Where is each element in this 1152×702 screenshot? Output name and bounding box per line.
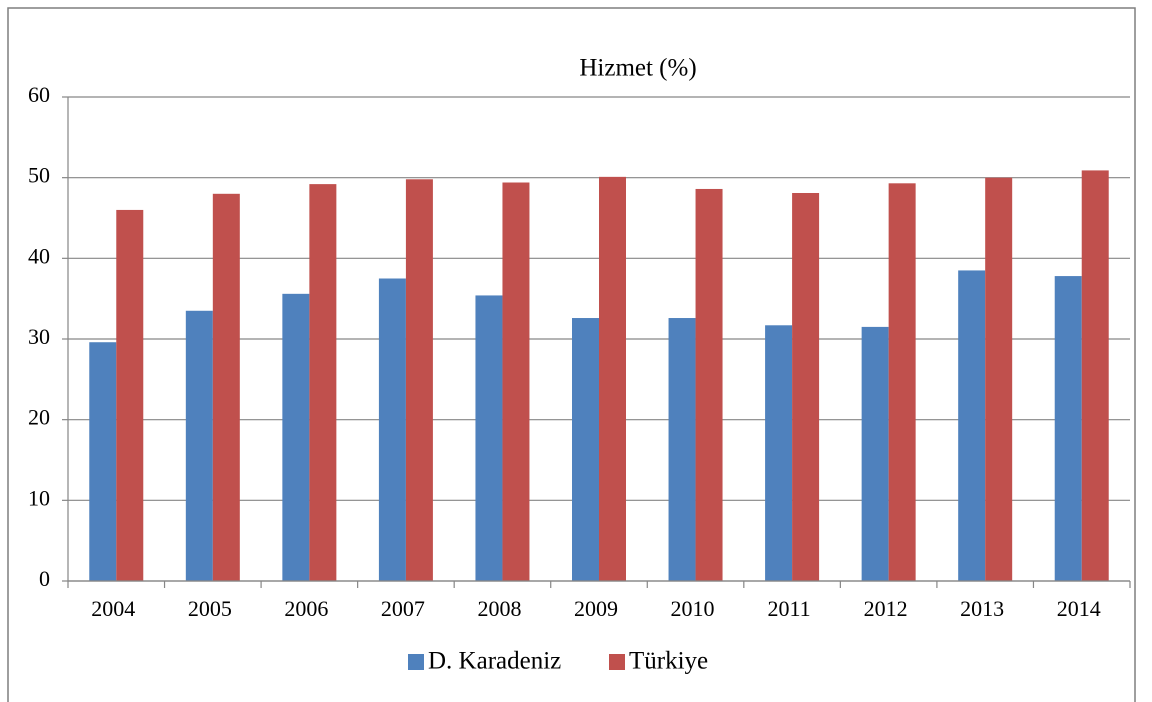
bar [89,342,117,581]
bar [985,177,1013,581]
y-tick-label: 40 [28,243,50,268]
x-tick-label: 2010 [671,596,715,621]
y-tick-label: 30 [28,324,50,349]
bar [116,209,144,581]
bar [405,179,433,581]
y-tick-label: 50 [28,163,50,188]
x-tick-label: 2005 [188,596,232,621]
chart-title: Hizmet (%) [579,55,696,82]
x-tick-label: 2004 [91,596,135,621]
x-tick-label: 2008 [477,596,521,621]
x-tick-label: 2009 [574,596,618,621]
x-tick-label: 2007 [381,596,425,621]
bar [212,193,240,582]
bar [792,192,820,581]
x-tick-label: 2012 [864,596,908,621]
bar [282,293,310,581]
bar [599,176,626,582]
bar [502,182,530,582]
bar [958,270,986,581]
bar [668,318,696,581]
bar [765,325,793,581]
x-tick-label: 2013 [960,596,1004,621]
y-tick-label: 0 [39,566,50,591]
bar [572,318,599,581]
bar [185,310,213,581]
bar [309,184,337,581]
y-tick-label: 60 [28,82,50,107]
bar [695,188,723,581]
legend-label: D. Karadeniz [428,648,561,675]
bar [861,326,889,581]
x-tick-label: 2006 [284,596,328,621]
y-tick-label: 20 [28,405,50,430]
bar [475,295,503,581]
bar [378,278,406,581]
legend-swatch [408,654,424,670]
legend-label: Türkiye [629,648,708,675]
y-tick-label: 10 [28,485,50,510]
bar [1081,170,1109,581]
legend-swatch [609,654,625,670]
bar [888,183,916,581]
bar [1054,276,1082,581]
x-tick-label: 2011 [767,596,810,621]
x-tick-label: 2014 [1057,596,1101,621]
